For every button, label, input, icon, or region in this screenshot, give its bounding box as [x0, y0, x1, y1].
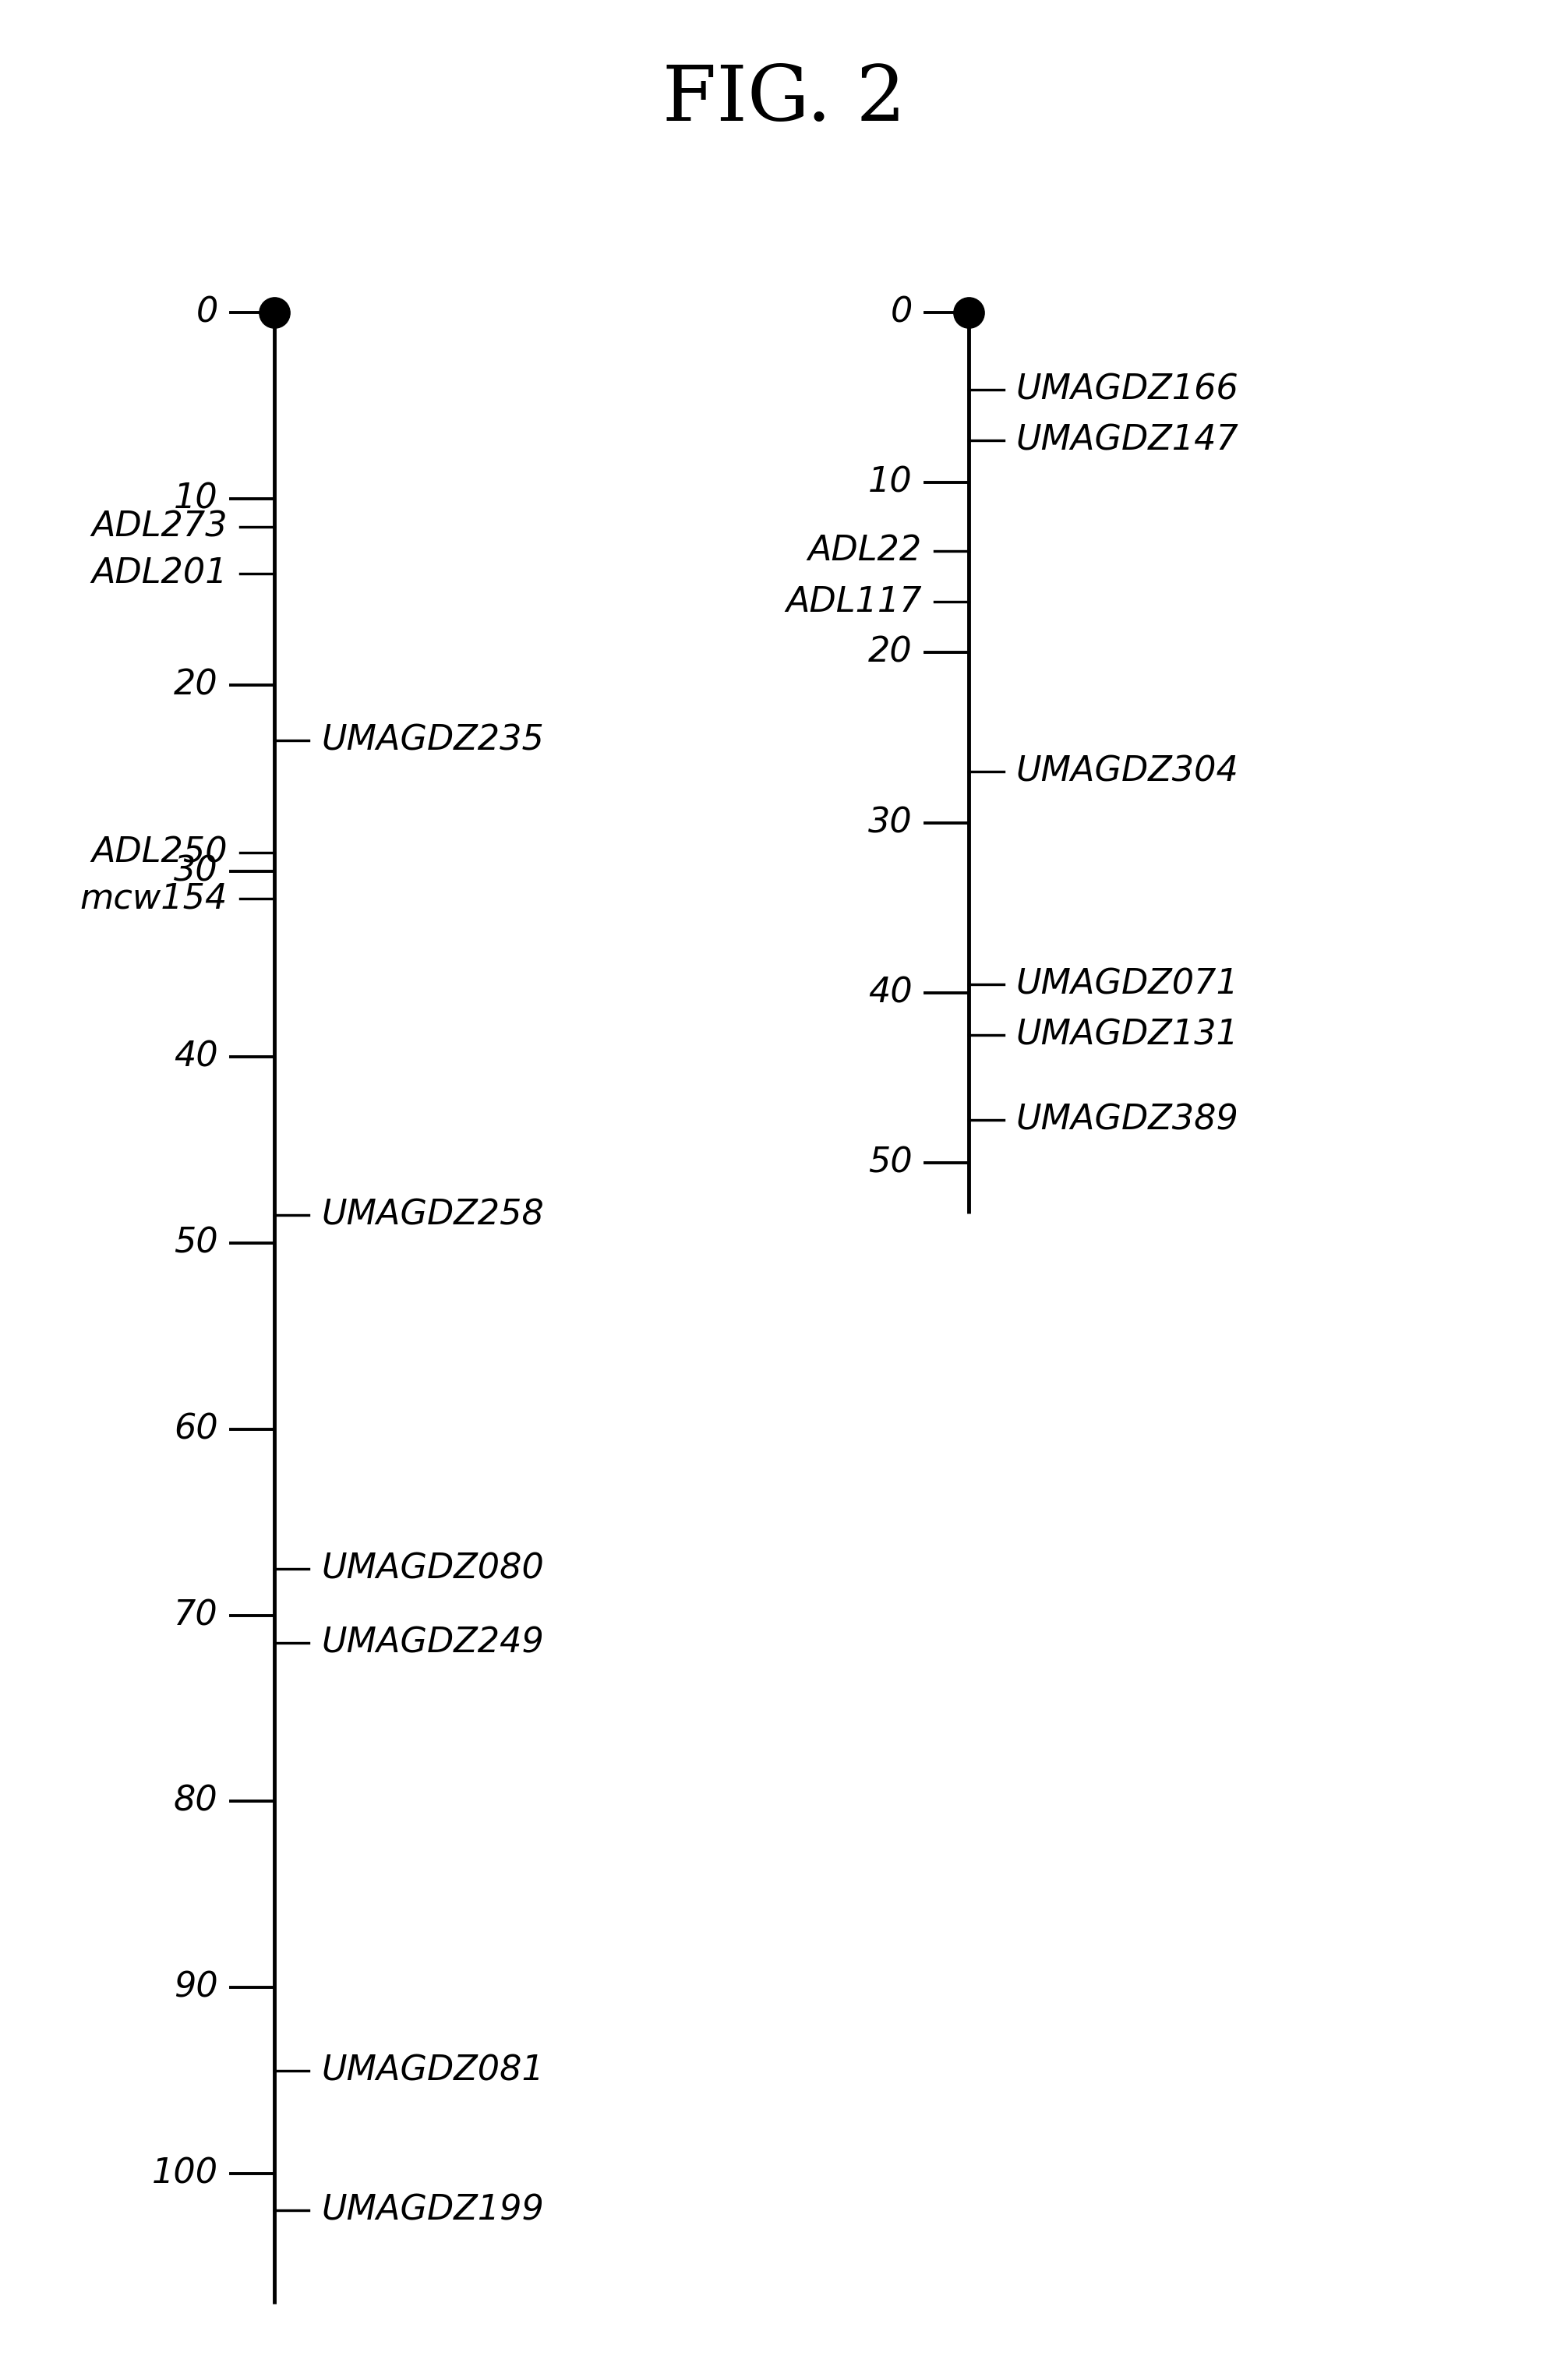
Text: 40: 40 — [174, 1040, 218, 1074]
Text: 30: 30 — [869, 806, 913, 839]
Text: 30: 30 — [174, 853, 218, 889]
Text: mcw154: mcw154 — [80, 882, 227, 915]
Text: FIG. 2: FIG. 2 — [662, 62, 906, 137]
Text: 20: 20 — [174, 668, 218, 702]
Text: ADL201: ADL201 — [91, 557, 227, 590]
Text: UMAGDZ081: UMAGDZ081 — [321, 2055, 544, 2088]
Text: ADL250: ADL250 — [91, 837, 227, 870]
Text: 90: 90 — [174, 1969, 218, 2005]
Text: UMAGDZ258: UMAGDZ258 — [321, 1199, 544, 1232]
Text: UMAGDZ199: UMAGDZ199 — [321, 2195, 544, 2228]
Text: UMAGDZ147: UMAGDZ147 — [1016, 424, 1239, 457]
Text: UMAGDZ389: UMAGDZ389 — [1016, 1102, 1239, 1138]
Text: 80: 80 — [174, 1785, 218, 1818]
Text: UMAGDZ080: UMAGDZ080 — [321, 1552, 544, 1586]
Text: 20: 20 — [869, 635, 913, 668]
Text: UMAGDZ166: UMAGDZ166 — [1016, 372, 1239, 405]
Text: 50: 50 — [174, 1225, 218, 1261]
Point — [262, 294, 287, 332]
Text: UMAGDZ235: UMAGDZ235 — [321, 723, 544, 758]
Text: ADL22: ADL22 — [808, 533, 922, 566]
Text: 10: 10 — [174, 481, 218, 517]
Text: UMAGDZ304: UMAGDZ304 — [1016, 756, 1239, 789]
Text: 100: 100 — [152, 2157, 218, 2190]
Text: 0: 0 — [196, 296, 218, 329]
Text: 0: 0 — [891, 296, 913, 329]
Text: ADL273: ADL273 — [91, 510, 227, 543]
Text: 50: 50 — [869, 1145, 913, 1180]
Text: ADL117: ADL117 — [786, 585, 922, 619]
Text: UMAGDZ249: UMAGDZ249 — [321, 1626, 544, 1659]
Text: 40: 40 — [869, 976, 913, 1010]
Text: UMAGDZ131: UMAGDZ131 — [1016, 1019, 1239, 1052]
Point — [956, 294, 982, 332]
Text: 70: 70 — [174, 1597, 218, 1633]
Text: 10: 10 — [869, 467, 913, 500]
Text: 60: 60 — [174, 1413, 218, 1446]
Text: UMAGDZ071: UMAGDZ071 — [1016, 967, 1239, 1000]
